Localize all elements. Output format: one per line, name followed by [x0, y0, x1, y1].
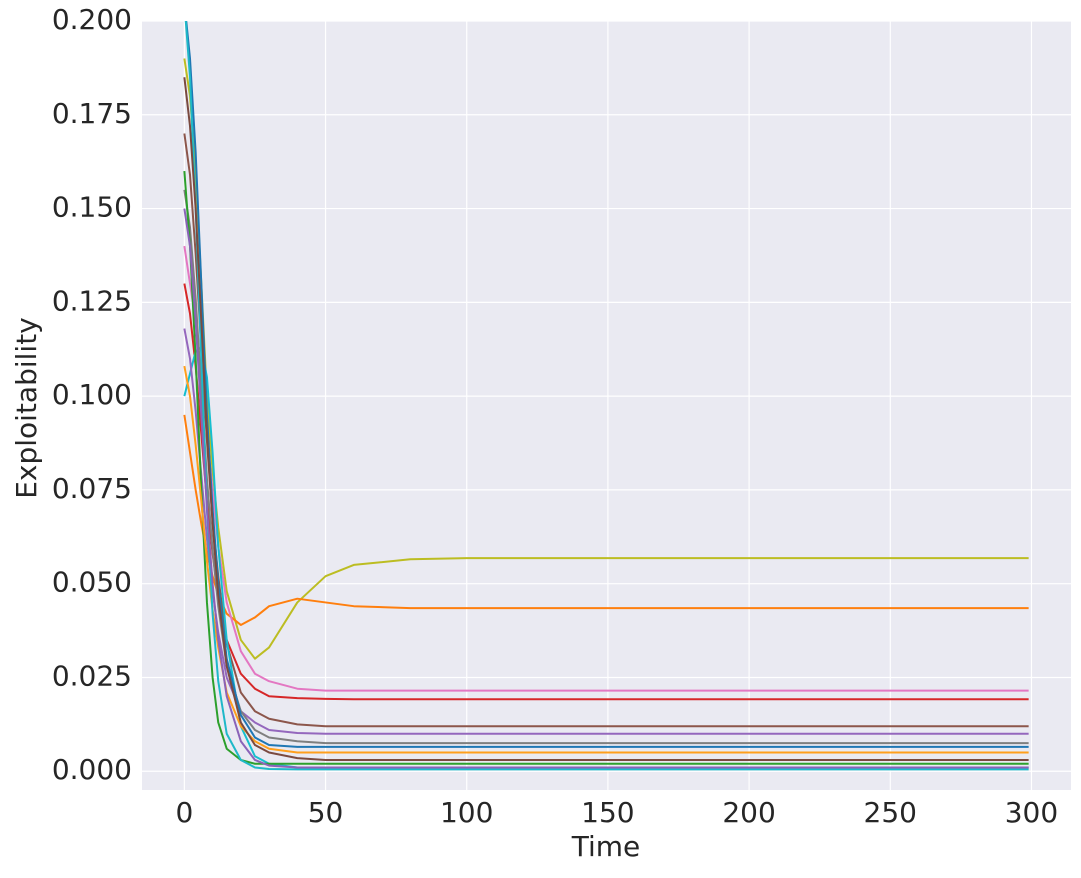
x-tick-label: 100 [440, 796, 493, 829]
x-tick-label: 50 [308, 796, 344, 829]
series-line [183, 328, 1029, 735]
y-tick-label: 0.200 [52, 3, 132, 36]
series-line [183, 414, 1029, 626]
x-tick-label: 300 [1005, 796, 1058, 829]
series-line [183, 365, 1029, 754]
y-tick-label: 0.100 [52, 378, 132, 411]
series-line [183, 208, 1029, 769]
x-axis-label: Time [571, 830, 641, 863]
x-tick-label: 150 [581, 796, 634, 829]
y-tick-label: 0.025 [52, 659, 132, 692]
x-tick-label: 200 [722, 796, 775, 829]
grid [142, 20, 1071, 790]
series-line [185, 21, 1029, 748]
plot-area [142, 21, 1071, 790]
y-tick-label: 0.000 [52, 753, 132, 786]
y-tick-label: 0.150 [52, 191, 132, 224]
y-tick-label: 0.125 [52, 284, 132, 317]
y-axis-label: Exploitability [10, 317, 43, 499]
lines [183, 21, 1029, 771]
y-tick-label: 0.175 [52, 97, 132, 130]
y-tick-label: 0.050 [52, 566, 132, 599]
x-tick-label: 250 [864, 796, 917, 829]
x-tick-label: 0 [175, 796, 193, 829]
series-line [184, 21, 1029, 771]
y-tick-label: 0.075 [52, 472, 132, 505]
series-line [183, 77, 1029, 761]
